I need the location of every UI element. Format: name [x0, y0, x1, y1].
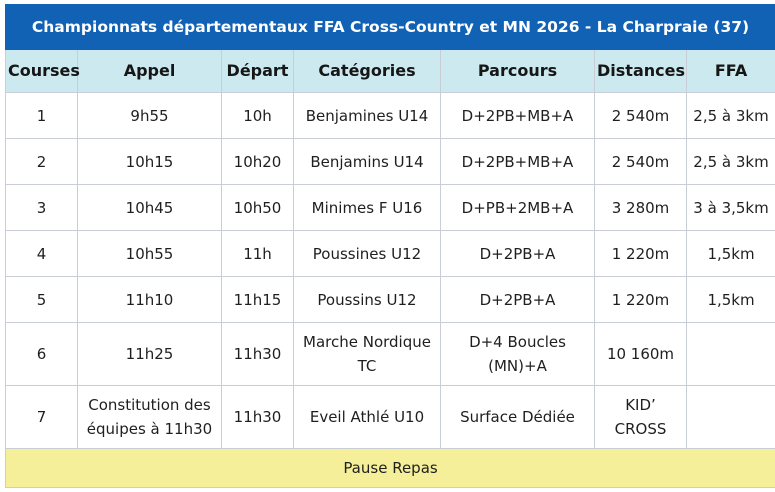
title-row: Championnats départementaux FFA Cross-Co…: [4, 4, 775, 50]
cell-categorie: Poussins U12: [293, 276, 441, 323]
schedule-table: Championnats départementaux FFA Cross-Co…: [4, 4, 775, 488]
cell-course: 6: [5, 322, 78, 386]
schedule-sheet: Championnats départementaux FFA Cross-Co…: [4, 4, 775, 492]
cell-parcours: Surface Dédiée: [440, 385, 595, 449]
cell-distance: 2 540m: [594, 92, 687, 139]
cell-distance: 1 220m: [594, 276, 687, 323]
cell-parcours: D+4 Boucles (MN)+A: [440, 322, 595, 386]
cell-categorie: Minimes F U16: [293, 184, 441, 231]
cell-ffa: [685, 385, 775, 449]
table-row: 6 11h25 11h30 Marche Nordique TC D+4 Bou…: [5, 322, 775, 386]
column-header-ffa: FFA: [685, 49, 775, 93]
cell-categorie: Benjamins U14: [293, 138, 441, 185]
cell-appel: 11h10: [77, 276, 222, 323]
pause-row: Pause Repas: [4, 448, 775, 488]
cell-parcours: D+2PB+MB+A: [440, 92, 595, 139]
cell-categorie: Marche Nordique TC: [293, 322, 441, 386]
cell-distance: 1 220m: [594, 230, 687, 277]
cell-depart: 11h15: [221, 276, 294, 323]
cell-parcours: D+2PB+MB+A: [440, 138, 595, 185]
column-header-distances: Distances: [594, 49, 687, 93]
column-header-parcours: Parcours: [440, 49, 595, 93]
cell-categorie: Eveil Athlé U10: [293, 385, 441, 449]
cell-ffa: 2,5 à 3km: [685, 92, 775, 139]
cell-appel: 11h25: [77, 322, 222, 386]
cell-appel: 10h45: [77, 184, 222, 231]
column-header-categories: Catégories: [293, 49, 441, 93]
table-row: 5 11h10 11h15 Poussins U12 D+2PB+A 1 220…: [5, 276, 775, 323]
cell-distance: 10 160m: [594, 322, 687, 386]
table-title: Championnats départementaux FFA Cross-Co…: [4, 4, 775, 50]
cell-course: 2: [5, 138, 78, 185]
cell-course: 1: [5, 92, 78, 139]
cell-ffa: 1,5km: [685, 230, 775, 277]
cell-depart: 11h30: [221, 385, 294, 449]
cell-distance: KID’ CROSS: [594, 385, 687, 449]
cell-appel: 9h55: [77, 92, 222, 139]
cell-categorie: Benjamines U14: [293, 92, 441, 139]
cell-categorie: Poussines U12: [293, 230, 441, 277]
cell-appel: Constitution des équipes à 11h30: [77, 385, 222, 449]
cell-course: 7: [5, 385, 78, 449]
column-header-courses: Courses: [5, 49, 80, 93]
cell-depart: 11h30: [221, 322, 294, 386]
cell-depart: 10h20: [221, 138, 294, 185]
cell-depart: 11h: [221, 230, 294, 277]
table-row: 3 10h45 10h50 Minimes F U16 D+PB+2MB+A 3…: [5, 184, 775, 231]
column-header-depart: Départ: [221, 49, 294, 93]
header-row: Courses Appel Départ Catégories Parcours…: [5, 49, 775, 93]
cell-appel: 10h15: [77, 138, 222, 185]
cell-ffa: 2,5 à 3km: [685, 138, 775, 185]
cell-course: 5: [5, 276, 78, 323]
pause-repas-label: Pause Repas: [4, 448, 775, 488]
cell-appel: 10h55: [77, 230, 222, 277]
cell-distance: 2 540m: [594, 138, 687, 185]
table-row: 1 9h55 10h Benjamines U14 D+2PB+MB+A 2 5…: [5, 92, 775, 139]
table-row: 2 10h15 10h20 Benjamins U14 D+2PB+MB+A 2…: [5, 138, 775, 185]
cell-ffa: [685, 322, 775, 386]
cell-ffa: 3 à 3,5km: [685, 184, 775, 231]
cell-course: 4: [5, 230, 78, 277]
cell-ffa: 1,5km: [685, 276, 775, 323]
cell-depart: 10h50: [221, 184, 294, 231]
cell-parcours: D+2PB+A: [440, 276, 595, 323]
cell-distance: 3 280m: [594, 184, 687, 231]
table-row: 4 10h55 11h Poussines U12 D+2PB+A 1 220m…: [5, 230, 775, 277]
cell-course: 3: [5, 184, 78, 231]
cell-depart: 10h: [221, 92, 294, 139]
cell-parcours: D+PB+2MB+A: [440, 184, 595, 231]
table-row: 7 Constitution des équipes à 11h30 11h30…: [5, 385, 775, 449]
column-header-appel: Appel: [77, 49, 222, 93]
cell-parcours: D+2PB+A: [440, 230, 595, 277]
